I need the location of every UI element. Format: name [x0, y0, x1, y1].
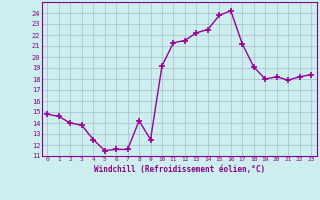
X-axis label: Windchill (Refroidissement éolien,°C): Windchill (Refroidissement éolien,°C) — [94, 165, 265, 174]
